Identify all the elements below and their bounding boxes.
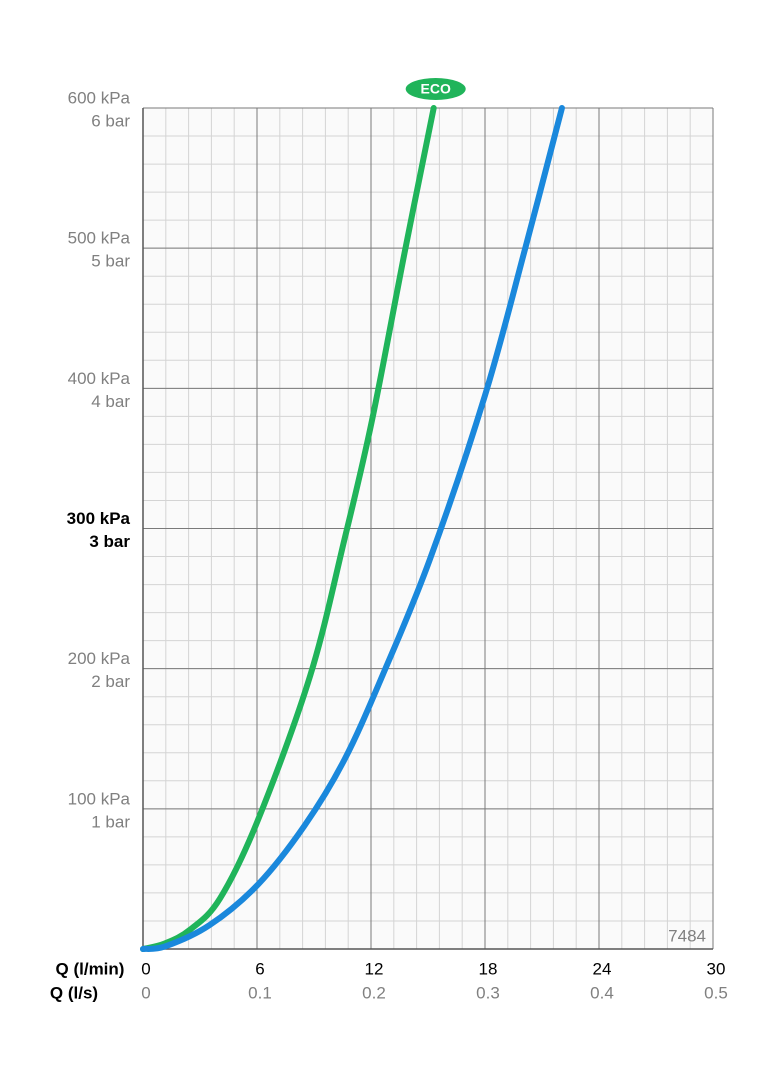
x2-axis-label: Q (l/s) (50, 983, 98, 1002)
y-tick-label: 600 kPa (68, 88, 131, 107)
x-axis-label: Q (l/min) (56, 959, 125, 978)
y2-tick-label: 4 bar (91, 392, 130, 411)
x2-tick-label: 0.3 (476, 983, 500, 1002)
y2-tick-label: 5 bar (91, 252, 130, 271)
x2-tick-label: 0.1 (248, 983, 272, 1002)
x2-tick-label: 0.4 (590, 983, 614, 1002)
annotation: 7484 (668, 926, 706, 945)
x2-tick-label: 0.5 (704, 983, 728, 1002)
y2-tick-label: 6 bar (91, 111, 130, 130)
x-tick-label: 18 (479, 959, 498, 978)
badge (405, 78, 466, 100)
y-tick-label: 200 kPa (68, 649, 131, 668)
x-tick-label: 6 (255, 959, 264, 978)
series-name: ECO (421, 81, 451, 97)
x-tick-label: 30 (707, 959, 726, 978)
y-tick-label: 500 kPa (68, 229, 131, 248)
y2-tick-label: 1 bar (91, 812, 130, 831)
x-tick-label: 12 (365, 959, 384, 978)
y2-tick-label: 3 bar (89, 532, 130, 551)
y-tick-label: 100 kPa (68, 789, 131, 808)
y-tick-label: 400 kPa (68, 369, 131, 388)
x-tick-label: 24 (593, 959, 612, 978)
series-line (140, 105, 437, 952)
x2-tick-label: 0 (141, 983, 150, 1002)
x-tick-label: 0 (141, 959, 150, 978)
series-line (140, 105, 565, 952)
x2-tick-label: 0.2 (362, 983, 386, 1002)
y2-tick-label: 2 bar (91, 672, 130, 691)
y-tick-label: 300 kPa (67, 509, 131, 528)
